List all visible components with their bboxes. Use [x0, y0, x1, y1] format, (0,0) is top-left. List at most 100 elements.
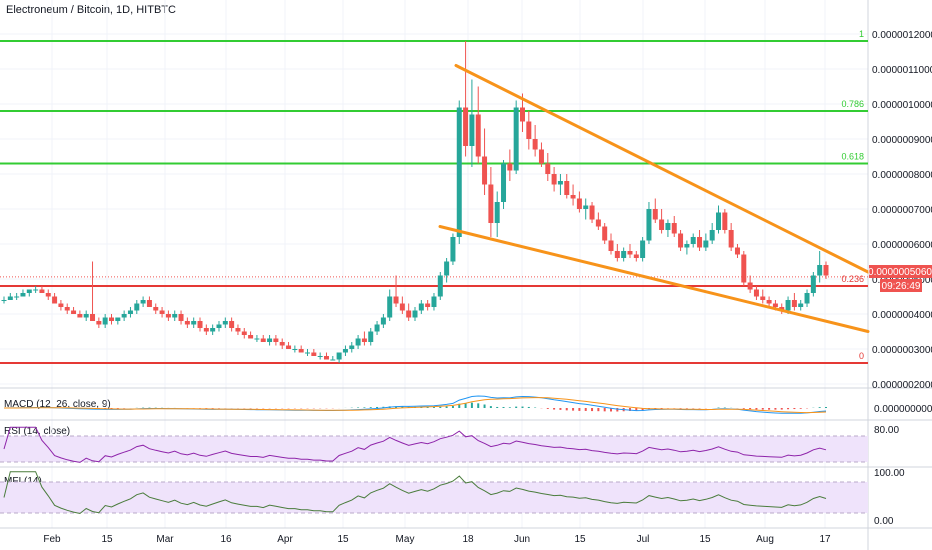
- candle-body[interactable]: [798, 303, 804, 308]
- candle-body[interactable]: [178, 314, 184, 321]
- candle-body[interactable]: [254, 338, 260, 340]
- candle-body[interactable]: [779, 307, 785, 311]
- candle-body[interactable]: [127, 310, 133, 315]
- candle-body[interactable]: [222, 321, 228, 325]
- candle-body[interactable]: [665, 223, 671, 230]
- candle-body[interactable]: [703, 240, 709, 248]
- candle-body[interactable]: [741, 254, 747, 283]
- candle-body[interactable]: [102, 317, 108, 325]
- candle-body[interactable]: [159, 310, 165, 315]
- candle-body[interactable]: [463, 107, 469, 147]
- candle-body[interactable]: [184, 321, 190, 325]
- candle-body[interactable]: [431, 296, 437, 308]
- candle-body[interactable]: [444, 261, 450, 276]
- candle-body[interactable]: [349, 345, 355, 350]
- candle-body[interactable]: [14, 296, 20, 298]
- candle-body[interactable]: [437, 275, 443, 297]
- candle-body[interactable]: [7, 296, 13, 301]
- candle-body[interactable]: [108, 317, 114, 322]
- candle-body[interactable]: [532, 139, 538, 150]
- candle-body[interactable]: [273, 338, 279, 343]
- candle-body[interactable]: [140, 300, 146, 304]
- candle-body[interactable]: [248, 335, 254, 339]
- candle-body[interactable]: [210, 328, 216, 332]
- candle-body[interactable]: [121, 314, 127, 318]
- candle-body[interactable]: [197, 321, 203, 328]
- candle-body[interactable]: [564, 181, 570, 195]
- candle-body[interactable]: [608, 240, 614, 252]
- candle-body[interactable]: [260, 338, 266, 343]
- candle-body[interactable]: [374, 324, 380, 332]
- candle-body[interactable]: [482, 156, 488, 185]
- candle-body[interactable]: [621, 251, 627, 258]
- candle-body[interactable]: [305, 352, 311, 354]
- candle-body[interactable]: [311, 352, 317, 357]
- macd-pane-label[interactable]: MACD (12, 26, close, 9): [4, 399, 111, 410]
- candle-body[interactable]: [267, 338, 273, 343]
- candle-body[interactable]: [475, 114, 481, 157]
- candle-body[interactable]: [39, 289, 45, 294]
- candle-body[interactable]: [791, 300, 797, 307]
- candle-body[interactable]: [456, 107, 462, 238]
- candle-body[interactable]: [817, 265, 823, 276]
- candle-body[interactable]: [229, 321, 235, 328]
- candle-body[interactable]: [602, 226, 608, 241]
- candle-body[interactable]: [153, 307, 159, 311]
- candle-body[interactable]: [652, 209, 658, 220]
- candle-body[interactable]: [342, 349, 348, 353]
- candle-body[interactable]: [583, 205, 589, 210]
- candle-body[interactable]: [1, 300, 7, 301]
- candle-body[interactable]: [330, 359, 336, 361]
- candle-body[interactable]: [115, 317, 121, 322]
- candle-body[interactable]: [96, 321, 102, 325]
- candle-body[interactable]: [760, 296, 766, 301]
- candle-body[interactable]: [570, 195, 576, 199]
- candle-body[interactable]: [557, 181, 563, 185]
- candle-body[interactable]: [368, 331, 374, 343]
- candle-body[interactable]: [589, 205, 595, 220]
- candle-body[interactable]: [488, 184, 494, 224]
- candle-body[interactable]: [146, 300, 152, 307]
- candle-body[interactable]: [697, 237, 703, 248]
- wedge-lower-line[interactable]: [438, 225, 870, 333]
- candle-body[interactable]: [614, 251, 620, 258]
- candle-body[interactable]: [26, 289, 32, 294]
- candle-body[interactable]: [671, 223, 677, 234]
- candle-body[interactable]: [20, 293, 26, 297]
- candle-body[interactable]: [576, 198, 582, 210]
- candle-body[interactable]: [716, 212, 722, 231]
- candle-body[interactable]: [241, 331, 247, 336]
- candle-body[interactable]: [684, 244, 690, 248]
- candle-body[interactable]: [77, 314, 83, 318]
- candle-body[interactable]: [753, 289, 759, 297]
- candle-body[interactable]: [406, 310, 412, 318]
- candle-body[interactable]: [165, 314, 171, 318]
- wedge-upper-line[interactable]: [454, 64, 870, 274]
- candle-body[interactable]: [501, 163, 507, 203]
- candle-body[interactable]: [399, 303, 405, 311]
- candle-body[interactable]: [747, 282, 753, 290]
- candle-body[interactable]: [734, 247, 740, 255]
- candle-body[interactable]: [545, 163, 551, 175]
- candle-body[interactable]: [627, 251, 633, 255]
- candle-body[interactable]: [336, 352, 342, 360]
- candle-body[interactable]: [595, 219, 601, 227]
- candle-body[interactable]: [785, 300, 791, 311]
- candle-body[interactable]: [766, 300, 772, 304]
- candle-body[interactable]: [810, 275, 816, 294]
- candle-body[interactable]: [235, 328, 241, 332]
- candle-body[interactable]: [823, 265, 829, 276]
- candle-body[interactable]: [134, 303, 140, 311]
- candle-body[interactable]: [216, 324, 222, 329]
- candle-body[interactable]: [804, 293, 810, 304]
- candle-body[interactable]: [412, 310, 418, 318]
- candle-body[interactable]: [519, 107, 525, 122]
- candle-body[interactable]: [58, 303, 64, 308]
- candle-body[interactable]: [722, 212, 728, 231]
- candle-body[interactable]: [172, 314, 178, 318]
- candle-body[interactable]: [286, 345, 292, 350]
- candle-body[interactable]: [469, 114, 475, 147]
- candle-body[interactable]: [526, 121, 532, 140]
- candle-body[interactable]: [33, 289, 39, 291]
